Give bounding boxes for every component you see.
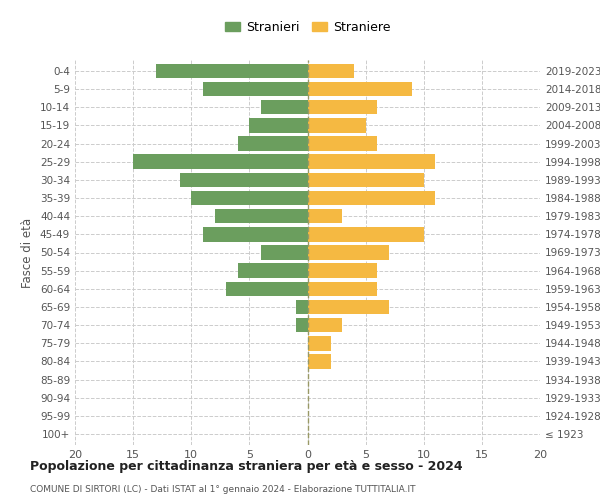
Bar [308,154,436,169]
Bar [308,64,354,78]
Bar [261,245,308,260]
Bar [296,318,308,332]
Bar [308,136,377,151]
Bar [308,191,436,206]
Bar [308,172,424,187]
Bar [308,82,412,96]
Bar [308,336,331,350]
Legend: Stranieri, Straniere: Stranieri, Straniere [220,16,395,39]
Bar [203,82,308,96]
Bar [308,209,343,224]
Bar [308,282,377,296]
Bar [308,264,377,278]
Bar [308,318,343,332]
Bar [191,191,308,206]
Bar [261,100,308,114]
Bar [296,300,308,314]
Y-axis label: Fasce di età: Fasce di età [22,218,34,288]
Bar [238,136,308,151]
Bar [250,118,308,132]
Bar [203,227,308,242]
Bar [308,118,365,132]
Bar [226,282,308,296]
Bar [308,100,377,114]
Text: COMUNE DI SIRTORI (LC) - Dati ISTAT al 1° gennaio 2024 - Elaborazione TUTTITALIA: COMUNE DI SIRTORI (LC) - Dati ISTAT al 1… [30,485,415,494]
Bar [308,227,424,242]
Bar [133,154,308,169]
Bar [179,172,308,187]
Bar [157,64,308,78]
Text: Popolazione per cittadinanza straniera per età e sesso - 2024: Popolazione per cittadinanza straniera p… [30,460,463,473]
Bar [215,209,308,224]
Bar [238,264,308,278]
Bar [308,300,389,314]
Bar [308,354,331,368]
Bar [308,245,389,260]
